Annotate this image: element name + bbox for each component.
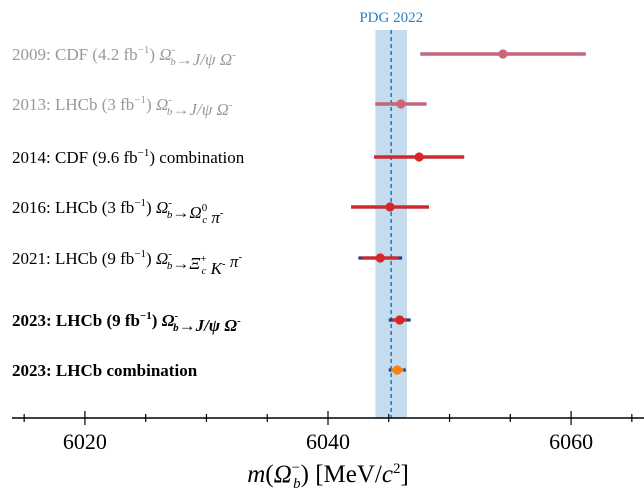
measurement-6 <box>388 315 411 325</box>
measurement-labels-layer: 2009: CDF (4.2 fb−1) Ω-b→J/ψ Ω- 2013: LHC… <box>12 44 245 380</box>
value-marker <box>414 152 424 162</box>
measurement-label: 2016: LHCb (3 fb−1) Ω-b→Ω0 c π- <box>12 197 224 227</box>
measurement-label: 2023: LHCb combination <box>12 361 198 380</box>
value-marker <box>396 99 406 109</box>
reference-band-layer: PDG 2022 <box>359 10 423 418</box>
value-marker <box>498 49 508 59</box>
measurement-label: 2014: CDF (9.6 fb−1) combination <box>12 147 245 167</box>
x-axis-title: m(Ω− b) [MeV/c2] <box>247 460 409 491</box>
measurement-1 <box>420 49 586 59</box>
x-tick-label: 6040 <box>306 429 350 454</box>
measurement-label: 2023: LHCb (9 fb−1) Ω-b→J/ψ Ω- <box>12 310 241 335</box>
measurement-3 <box>374 152 465 162</box>
x-axis: 6020 6040 6060 m(Ω− b) [MeV/c2] <box>12 411 644 491</box>
measurements-layer <box>351 49 586 375</box>
measurement-2 <box>375 99 427 109</box>
measurement-label: 2009: CDF (4.2 fb−1) Ω-b→J/ψ Ω- <box>12 44 236 69</box>
value-marker <box>392 365 402 375</box>
x-tick-label: 6060 <box>549 429 593 454</box>
measurement-label: 2021: LHCb (9 fb−1) Ω-b→Ξ+ c K- π- <box>12 248 242 278</box>
measurement-label: 2013: LHCb (3 fb−1) Ω-b→J/ψ Ω- <box>12 94 233 119</box>
x-tick-label: 6020 <box>63 429 107 454</box>
measurement-7 <box>388 365 406 375</box>
pdg-label: PDG 2022 <box>359 10 423 26</box>
value-marker <box>375 253 385 263</box>
value-marker <box>385 202 395 212</box>
measurement-4 <box>351 202 429 212</box>
measurement-5 <box>358 253 403 263</box>
value-marker <box>395 315 405 325</box>
